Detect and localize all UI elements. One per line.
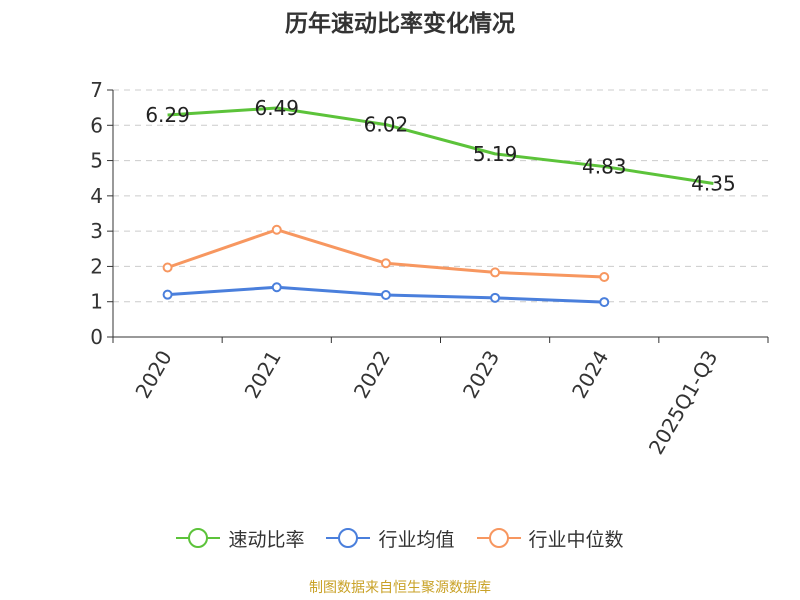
- data-label: 5.19: [473, 142, 518, 166]
- data-point: [599, 272, 610, 283]
- legend-label: 行业均值: [378, 528, 455, 551]
- legend: 速动比率 行业均值 行业中位数: [0, 518, 800, 558]
- gridlines: [113, 89, 768, 303]
- legend-marker-icon: [176, 528, 221, 548]
- data-label: 4.83: [582, 155, 627, 179]
- chart-title: 历年速动比率变化情况: [285, 11, 515, 37]
- series-line: [167, 106, 714, 185]
- x-tick-label: 2021: [240, 346, 286, 402]
- series-line: [167, 228, 605, 279]
- data-point: [162, 289, 173, 300]
- y-tick-label: 3: [90, 219, 103, 243]
- x-tick-label: 2023: [458, 346, 504, 402]
- y-tick-label: 2: [90, 254, 103, 278]
- legend-item[interactable]: 速动比率: [176, 525, 304, 552]
- data-labels: 6.29 6.49 6.02 5.19 4.83 4.35: [145, 96, 735, 196]
- y-tick-label: 5: [90, 149, 103, 173]
- x-tick-label: 2022: [349, 346, 395, 402]
- data-label: 6.29: [145, 103, 190, 127]
- data-point: [271, 282, 282, 293]
- series-lines: [162, 106, 714, 308]
- data-point: [162, 262, 173, 273]
- y-tick-label: 6: [90, 113, 103, 137]
- data-point: [490, 292, 501, 303]
- x-tick-label: 2024: [567, 346, 613, 402]
- y-tick-label: 7: [90, 78, 103, 102]
- legend-marker-icon: [476, 528, 521, 548]
- y-tick-label: 4: [90, 184, 103, 208]
- data-label: 4.35: [691, 172, 736, 196]
- data-label: 6.49: [254, 96, 299, 120]
- legend-label: 行业中位数: [528, 528, 624, 551]
- x-tick-label: 2020: [130, 346, 176, 402]
- data-label: 6.02: [364, 113, 409, 137]
- data-point: [599, 297, 610, 308]
- y-tick-label: 0: [90, 325, 103, 349]
- legend-marker-icon: [326, 528, 371, 548]
- legend-label: 速动比率: [228, 528, 305, 551]
- source-note: 制图数据来自恒生聚源数据库: [309, 580, 491, 596]
- y-tick-label: 1: [90, 290, 103, 314]
- x-tick-label: 2025Q1-Q3: [644, 346, 723, 458]
- legend-item[interactable]: 行业中位数: [476, 525, 624, 552]
- data-point: [380, 290, 391, 301]
- data-point: [490, 267, 501, 278]
- data-point: [271, 224, 282, 235]
- data-point: [380, 258, 391, 269]
- legend-item[interactable]: 行业均值: [326, 525, 455, 552]
